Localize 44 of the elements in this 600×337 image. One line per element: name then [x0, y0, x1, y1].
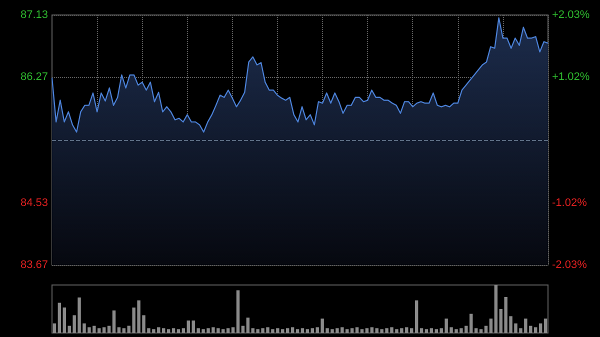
y2-tick-label: -1.02% — [552, 196, 588, 209]
bar — [414, 300, 418, 333]
bar — [246, 318, 250, 333]
bar — [474, 328, 478, 333]
bar — [52, 323, 56, 333]
bar — [355, 327, 359, 333]
bar — [296, 329, 300, 333]
bar — [117, 327, 121, 333]
bar — [107, 326, 111, 333]
bar — [430, 328, 434, 333]
bar — [424, 329, 428, 333]
bar — [365, 328, 369, 333]
y-tick-label: 86.27 — [20, 71, 48, 84]
bar — [494, 285, 498, 333]
bar — [300, 328, 304, 333]
bar — [236, 290, 240, 333]
bar — [420, 328, 424, 333]
y2-tick-label: -2.03% — [552, 259, 588, 271]
bar — [350, 328, 354, 333]
bar — [306, 329, 310, 333]
bar — [226, 328, 230, 333]
y-tick-label: 83.67 — [20, 259, 48, 271]
bar — [479, 329, 483, 333]
bar — [58, 302, 62, 333]
bar — [241, 326, 245, 333]
bar — [484, 326, 488, 333]
bar — [102, 327, 106, 333]
bar — [112, 310, 116, 333]
bar — [182, 328, 186, 333]
bar — [538, 323, 542, 333]
y-tick-label: 87.13 — [20, 9, 48, 21]
bar — [172, 328, 176, 333]
bar — [370, 327, 374, 333]
bar — [290, 327, 294, 333]
y2-tick-label: +1.02% — [552, 71, 590, 84]
bar — [176, 329, 180, 333]
bar — [489, 318, 493, 333]
bar — [166, 329, 170, 333]
bar — [544, 318, 548, 333]
bar — [231, 327, 235, 333]
y-tick-label: 84.53 — [20, 196, 48, 209]
bar — [360, 329, 364, 333]
y2-tick-label: +2.03% — [552, 9, 590, 21]
bar — [122, 328, 126, 333]
